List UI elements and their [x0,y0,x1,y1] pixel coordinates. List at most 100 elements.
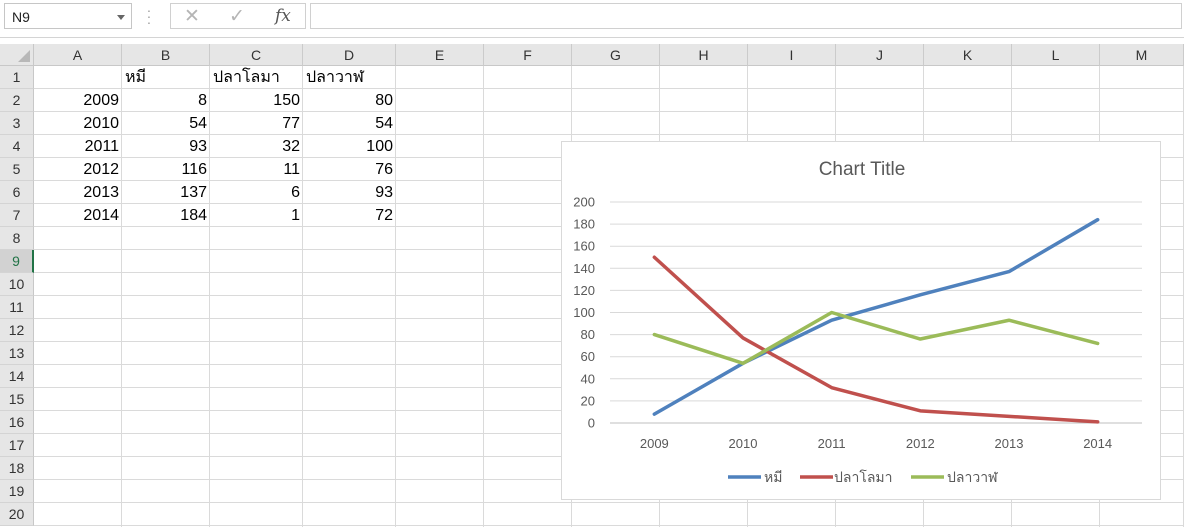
formula-buttons: ✕ ✓ fx [170,3,306,29]
y-tick-label: 200 [573,195,595,210]
row-header-9[interactable]: 9 [0,250,34,273]
column-header-d[interactable]: D [303,44,396,66]
legend-label: ปลาโลมา [834,469,893,486]
x-tick-label: 2013 [995,436,1024,451]
row-header-12[interactable]: 12 [0,319,34,342]
cell-d5[interactable]: 76 [375,161,393,178]
formula-bar-area: N9 · · · ✕ ✓ fx [0,0,1184,38]
cell-c5[interactable]: 11 [283,161,300,178]
x-tick-label: 2010 [729,436,758,451]
column-header-i[interactable]: I [748,44,836,66]
y-tick-label: 0 [588,416,595,431]
cell-a3[interactable]: 2010 [83,115,119,132]
column-header-e[interactable]: E [396,44,484,66]
cell-a6[interactable]: 2013 [83,184,119,201]
column-header-a[interactable]: A [34,44,122,66]
line-chart[interactable]: Chart Title 0 20 40 60 80 100 120 140 160 180 200 20… [561,141,1161,500]
row-header-18[interactable]: 18 [0,457,34,480]
row-header-19[interactable]: 19 [0,480,34,503]
row-header-3[interactable]: 3 [0,112,34,135]
gridline [121,66,122,527]
y-tick-label: 40 [581,371,595,386]
name-box[interactable]: N9 [4,3,132,29]
row-header-6[interactable]: 6 [0,181,34,204]
legend-label: ปลาวาฬ [947,470,998,486]
column-header-j[interactable]: J [836,44,924,66]
cell-c3[interactable]: 77 [282,115,300,132]
chart-title: Chart Title [819,159,906,180]
gridline [34,502,1184,503]
cell-d7[interactable]: 72 [375,207,393,224]
column-header-h[interactable]: H [660,44,748,66]
chevron-down-icon[interactable] [117,15,125,20]
y-tick-label: 180 [573,217,595,232]
x-tick-label: 2014 [1083,436,1112,451]
cell-c1[interactable]: ปลาโลมา [213,69,280,86]
y-tick-label: 20 [581,393,595,408]
row-header-14[interactable]: 14 [0,365,34,388]
formula-input[interactable] [310,3,1182,29]
column-header-l[interactable]: L [1012,44,1100,66]
cell-a2[interactable]: 2009 [83,92,119,109]
cell-b7[interactable]: 184 [180,207,207,224]
cell-d1[interactable]: ปลาวาฬ [306,69,364,86]
cell-a7[interactable]: 2014 [83,207,119,224]
cell-b4[interactable]: 93 [189,138,207,155]
y-tick-label: 120 [573,283,595,298]
cell-b1[interactable]: หมี [125,69,147,86]
cell-b2[interactable]: 8 [198,92,207,109]
confirm-icon[interactable]: ✓ [229,6,245,27]
gridline [209,66,210,527]
x-tick-label: 2011 [818,436,846,451]
gridline [34,88,1184,89]
cell-c6[interactable]: 6 [291,184,300,201]
cell-d4[interactable]: 100 [366,138,393,155]
cell-d6[interactable]: 93 [375,184,393,201]
row-header-10[interactable]: 10 [0,273,34,296]
name-box-value: N9 [12,9,30,25]
column-header-k[interactable]: K [924,44,1012,66]
row-header-17[interactable]: 17 [0,434,34,457]
gridline [34,111,1184,112]
series-line-1 [652,217,1100,416]
row-header-13[interactable]: 13 [0,342,34,365]
column-header-m[interactable]: M [1100,44,1184,66]
cell-b5[interactable]: 116 [181,161,207,178]
cell-c4[interactable]: 32 [282,138,300,155]
row-header-5[interactable]: 5 [0,158,34,181]
chart-canvas: Chart Title 0 20 40 60 80 100 120 140 160 180 200 20… [573,159,1142,486]
gridline [302,66,303,527]
column-header-g[interactable]: G [572,44,660,66]
column-header-c[interactable]: C [210,44,303,66]
select-all-icon [18,50,30,62]
row-header-20[interactable]: 20 [0,503,34,526]
cell-c7[interactable]: 1 [291,207,300,224]
insert-function-icon[interactable]: fx [275,6,291,26]
cell-d2[interactable]: 80 [375,92,393,109]
row-header-1[interactable]: 1 [0,66,34,89]
row-header-4[interactable]: 4 [0,135,34,158]
column-header-f[interactable]: F [484,44,572,66]
series-line-3 [652,310,1100,366]
cell-d3[interactable]: 54 [375,115,393,132]
series-line-2 [652,255,1100,424]
column-header-b[interactable]: B [122,44,210,66]
row-header-16[interactable]: 16 [0,411,34,434]
row-header-15[interactable]: 15 [0,388,34,411]
row-header-11[interactable]: 11 [0,296,34,319]
x-tick-label: 2012 [906,436,935,451]
row-header-2[interactable]: 2 [0,89,34,112]
y-tick-label: 160 [573,239,595,254]
select-all-corner[interactable] [0,44,34,66]
cell-a5[interactable]: 2012 [83,161,119,178]
drag-handle-icon[interactable]: · · · [146,2,152,30]
cell-b3[interactable]: 54 [189,115,207,132]
cancel-icon[interactable]: ✕ [184,6,200,27]
cell-b6[interactable]: 137 [180,184,207,201]
row-header-7[interactable]: 7 [0,204,34,227]
cell-c2[interactable]: 150 [273,92,300,109]
row-header-8[interactable]: 8 [0,227,34,250]
gridline [34,525,1184,526]
cell-a4[interactable]: 2011 [84,138,119,155]
y-tick-label: 60 [581,349,595,364]
